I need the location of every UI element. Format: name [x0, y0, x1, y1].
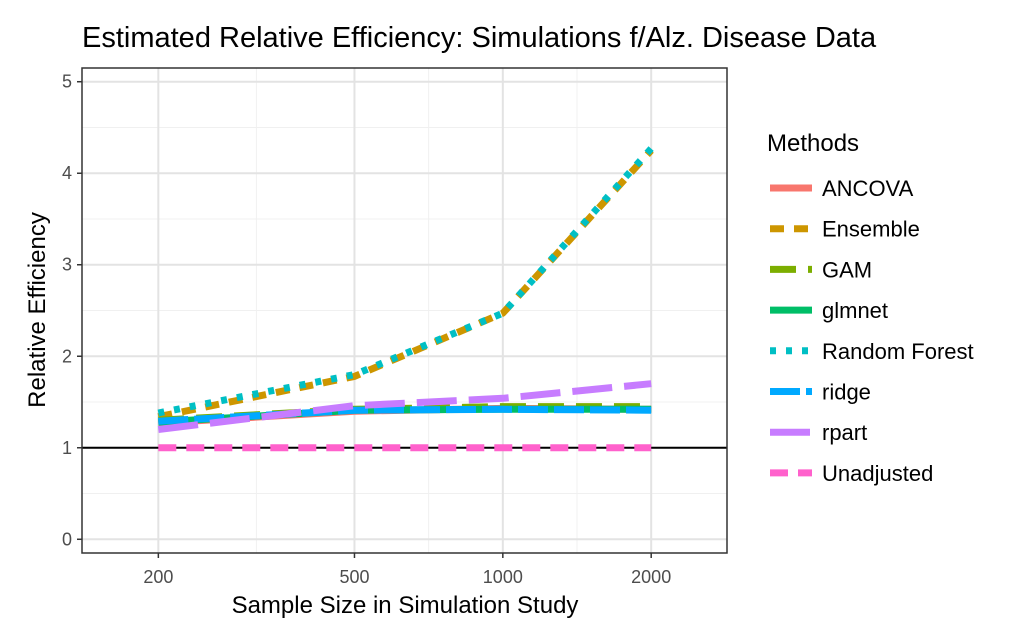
legend-title: Methods [767, 130, 859, 157]
series-lines [157, 146, 654, 452]
x-tick-label: 200 [143, 567, 173, 587]
legend-label: Ensemble [822, 217, 920, 242]
y-tick-label: 4 [62, 163, 72, 183]
legend-label: Random Forest [822, 339, 974, 364]
axis-ticks: 0 1 2 3 4 5 200 500 1000 2000 [62, 72, 671, 587]
legend-label: ridge [822, 380, 871, 405]
series-line-random-forest [157, 146, 654, 417]
panel-border [81, 67, 728, 554]
legend-label: GAM [822, 257, 872, 282]
x-tick-label: 1000 [483, 567, 523, 587]
legend-label: rpart [822, 420, 867, 445]
y-tick-label: 2 [62, 346, 72, 366]
y-tick-label: 5 [62, 72, 72, 92]
plot-frame [81, 67, 728, 554]
y-axis-title: Relative Efficiency [24, 212, 51, 408]
y-tick-label: 0 [62, 529, 72, 549]
y-tick-label: 1 [62, 438, 72, 458]
x-tick-label: 500 [339, 567, 369, 587]
series-line-rpart [157, 380, 652, 433]
y-tick-label: 3 [62, 255, 72, 275]
legend-label: Unadjusted [822, 461, 933, 486]
series-line-ridge [158, 405, 652, 425]
x-axis-title: Sample Size in Simulation Study [232, 592, 579, 619]
chart-title: Estimated Relative Efficiency: Simulatio… [82, 22, 877, 54]
legend: ANCOVA Ensemble GAM glmnet Random Forest ridg… [770, 176, 974, 486]
x-tick-label: 2000 [631, 567, 671, 587]
legend-label: ANCOVA [822, 176, 914, 201]
grid-lines [82, 68, 727, 553]
legend-label: glmnet [822, 298, 888, 323]
